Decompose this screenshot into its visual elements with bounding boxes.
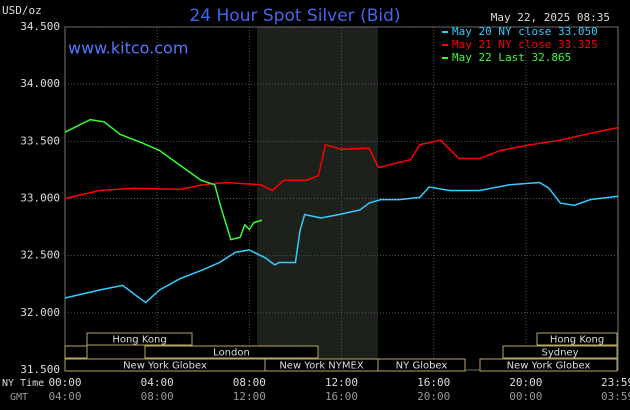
session-box	[502, 345, 618, 359]
y-tick-label: 33.500	[20, 134, 60, 147]
x-tick-label: 04:00	[141, 376, 174, 389]
y-tick-label: 32.500	[20, 249, 60, 262]
x2-tick-label: 03:59	[601, 390, 630, 403]
session-label: New York Globex	[507, 361, 591, 372]
session-box	[536, 332, 618, 346]
x-tick-label: 00:00	[48, 376, 81, 389]
x2-tick-label: 16:00	[325, 390, 358, 403]
session-box	[377, 358, 466, 372]
session-box	[86, 332, 193, 346]
x-tick-label: 16:00	[417, 376, 450, 389]
series-line	[64, 118, 263, 241]
y-tick-label: 34.500	[20, 20, 60, 33]
x2-tick-label: 08:00	[141, 390, 174, 403]
series-line	[64, 126, 619, 200]
session-label: London	[213, 348, 250, 359]
session-label: Sydney	[541, 348, 578, 359]
y-axis-label: USD/oz	[2, 4, 42, 17]
session-label: Hong Kong	[112, 335, 166, 346]
session-box	[479, 358, 618, 372]
chart-title: 24 Hour Spot Silver (Bid)	[189, 6, 400, 26]
legend-label: May 21 NY close 33.325	[452, 38, 598, 51]
x-axis-label: NY Time	[2, 378, 44, 389]
x2-tick-label: 04:00	[48, 390, 81, 403]
watermark: www.kitco.com	[68, 39, 188, 58]
x-tick-label: 08:00	[233, 376, 266, 389]
series-line	[64, 181, 619, 304]
x2-tick-label: 12:00	[233, 390, 266, 403]
y-tick-label: 33.000	[20, 192, 60, 205]
x2-tick-label: 00:00	[509, 390, 542, 403]
session-label: Hong Kong	[550, 335, 604, 346]
legend-label: May 20 NY close 33.050	[452, 25, 598, 38]
x-tick-label: 12:00	[325, 376, 358, 389]
session-label: NY Globex	[396, 361, 448, 372]
y-tick-label: 32.000	[20, 306, 60, 319]
session-box	[144, 345, 319, 359]
y-tick-label: 34.000	[20, 77, 60, 90]
x-tick-label: 23:59	[601, 376, 630, 389]
x2-tick-label: 20:00	[417, 390, 450, 403]
y-tick-label: 31.500	[20, 363, 60, 376]
x2-axis-label: GMT	[10, 392, 28, 403]
session-label: New York NYMEX	[279, 361, 364, 372]
session-label: New York Globex	[123, 361, 207, 372]
session-box	[64, 345, 88, 359]
legend-label: May 22 Last 32.865	[452, 51, 571, 64]
timestamp: May 22, 2025 08:35	[491, 11, 610, 24]
x-tick-label: 20:00	[509, 376, 542, 389]
